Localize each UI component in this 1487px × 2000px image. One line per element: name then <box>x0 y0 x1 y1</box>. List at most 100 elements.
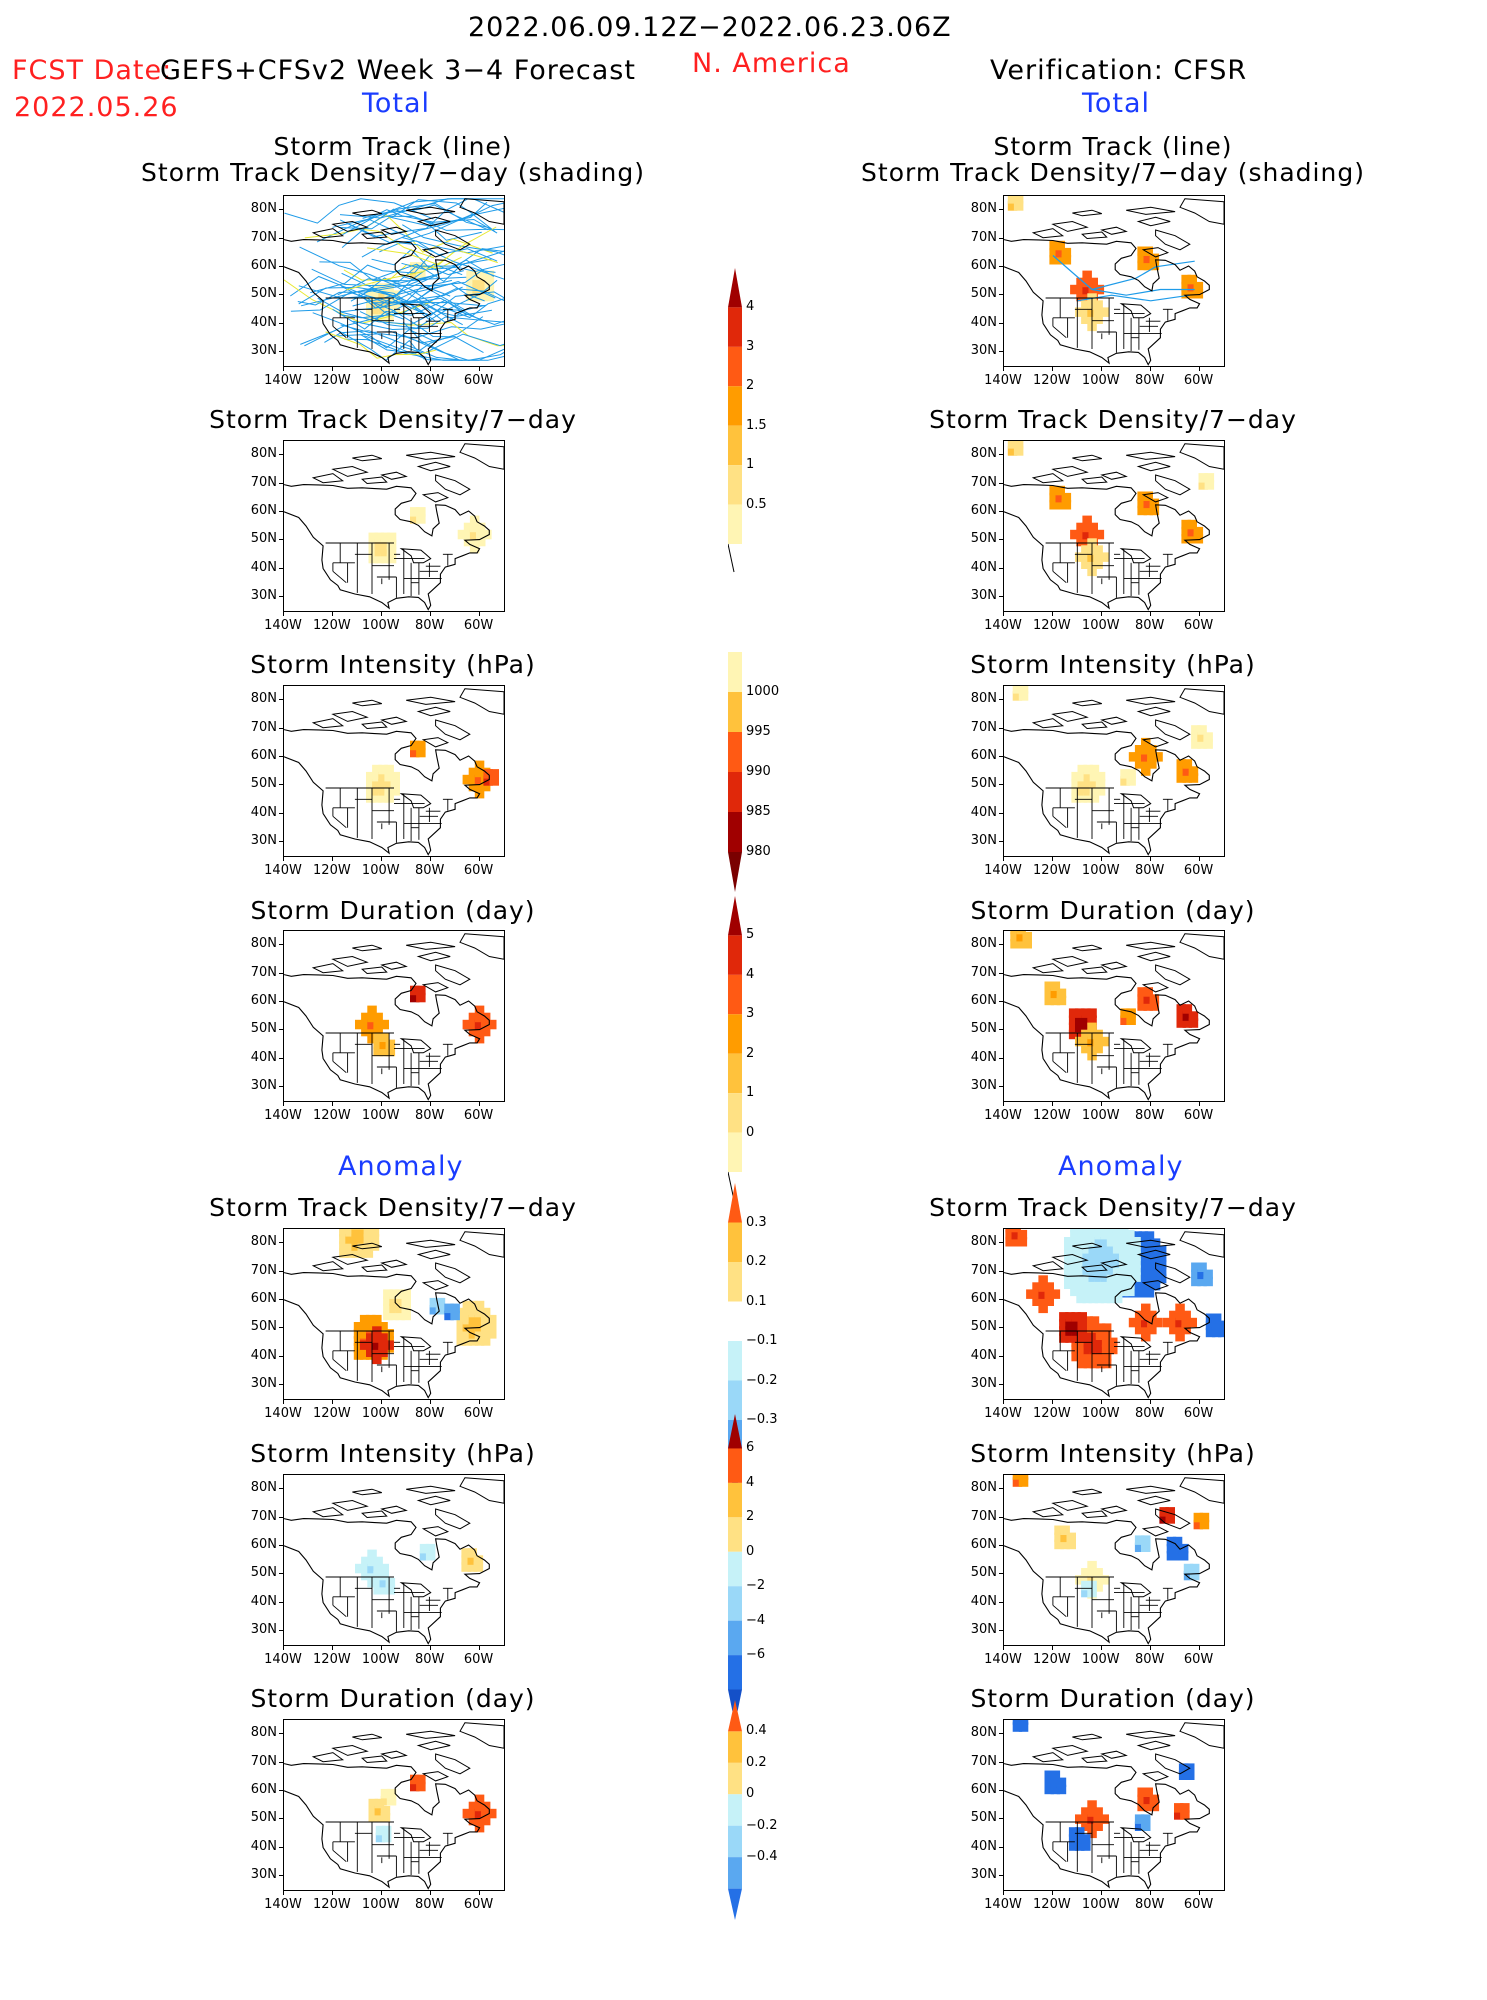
lat-tick <box>279 755 284 757</box>
state-border <box>1052 1060 1067 1074</box>
lon-tick <box>1100 611 1102 616</box>
shading-cell <box>1061 255 1072 265</box>
shading-cell <box>480 1808 491 1819</box>
island-outline <box>1126 1730 1176 1739</box>
lon-tick-label: 140W <box>984 1897 1022 1912</box>
shading-cell <box>1076 1237 1086 1247</box>
lat-tick <box>279 294 284 296</box>
shading-cell <box>467 1555 477 1565</box>
island-outline <box>380 471 408 480</box>
shading-cell <box>339 1234 349 1244</box>
shading-cell <box>1076 1293 1086 1304</box>
island-outline <box>459 1722 504 1749</box>
shading-cell <box>474 1005 485 1016</box>
shading-cell <box>1083 1358 1094 1369</box>
island-outline <box>331 1744 369 1756</box>
shading-cell <box>1081 300 1091 310</box>
shading-cell <box>1175 1324 1185 1335</box>
island-outline <box>1100 1259 1128 1268</box>
shading-cell <box>1134 1317 1145 1328</box>
lat-tick <box>999 727 1004 729</box>
shading-cell <box>1100 1229 1111 1233</box>
shading-cell <box>1050 1777 1061 1788</box>
shading-cell <box>1125 1286 1135 1297</box>
shading-cell <box>1150 1238 1161 1248</box>
shading-cell <box>1076 1265 1086 1275</box>
island-outline <box>1072 699 1102 707</box>
lon-tick-label: 80W <box>414 373 445 388</box>
shading-cell <box>1176 759 1186 769</box>
shading-cell <box>1144 1288 1155 1298</box>
shading-cell <box>1010 931 1020 935</box>
shading-cell <box>1153 1317 1163 1328</box>
shading-cell <box>351 1234 361 1244</box>
lon-tick <box>429 1890 431 1895</box>
lat-tick <box>279 1383 284 1385</box>
shading-cell <box>1094 1265 1105 1275</box>
lat-tick-label: 30N <box>970 1866 997 1882</box>
shading-cell <box>1181 526 1191 537</box>
shading-cell <box>1144 1280 1155 1291</box>
shading-cell <box>383 1303 393 1314</box>
island-outline <box>435 1508 471 1530</box>
shading-cell <box>379 1563 389 1574</box>
shading-cell <box>1007 446 1018 456</box>
shading-cell <box>368 1805 378 1816</box>
shading-cell <box>1119 1229 1129 1240</box>
lon-tick-label: 80W <box>414 618 445 633</box>
shading-cell <box>395 1310 405 1321</box>
shading-cell <box>1077 1358 1087 1369</box>
shading-cell <box>1144 1252 1155 1263</box>
lon-tick <box>380 856 382 861</box>
lat-tick <box>999 1789 1004 1791</box>
colorbar-label: 2 <box>746 378 755 394</box>
shading-cell <box>361 1012 371 1023</box>
shading-cell <box>1077 1319 1087 1329</box>
storm-track-line <box>341 272 486 311</box>
shading-cell <box>1095 1323 1106 1333</box>
shading-cell <box>1055 240 1065 251</box>
shading-cell <box>1083 1351 1094 1362</box>
shading-cell <box>1007 196 1018 204</box>
forecast-map-panel <box>283 440 505 612</box>
island-outline <box>1141 1526 1170 1537</box>
storm-track-line <box>304 299 463 347</box>
island-outline <box>352 1488 382 1496</box>
shading-cell <box>463 536 474 547</box>
shading-cell <box>1094 1229 1105 1233</box>
storm-track-line <box>1052 255 1195 296</box>
island-outline <box>406 451 456 460</box>
shading-cell <box>1187 534 1197 544</box>
shading-cell <box>1119 1286 1129 1297</box>
lat-tick-label: 60N <box>250 1536 277 1552</box>
lat-tick <box>999 539 1004 541</box>
shading-cell <box>1018 691 1029 701</box>
shading-cell <box>456 1329 466 1339</box>
shading-cell <box>1174 1803 1184 1813</box>
shading-cell <box>1018 686 1029 694</box>
storm-track-line <box>392 291 504 316</box>
shading-cell <box>1137 253 1147 264</box>
shading-cell <box>1193 526 1204 537</box>
storm-track-line <box>367 247 498 266</box>
shading-cell <box>1100 1229 1111 1240</box>
shading-cell <box>478 277 488 288</box>
island-outline <box>1136 1495 1171 1506</box>
colorbar-box <box>728 465 742 505</box>
island-outline <box>1072 454 1102 462</box>
shading-cell <box>1083 764 1094 775</box>
shading-cell <box>395 1289 405 1299</box>
shading-cell <box>1016 931 1026 942</box>
lon-tick <box>380 366 382 371</box>
shading-cell <box>1089 793 1100 803</box>
colorbar-box <box>728 692 742 732</box>
lat-tick <box>279 482 284 484</box>
lon-tick-label: 100W <box>361 1108 400 1123</box>
island-outline <box>421 247 450 258</box>
shading-cell <box>1165 1507 1175 1517</box>
shading-cell <box>429 1297 440 1308</box>
shading-cell <box>374 546 385 557</box>
lon-tick-label: 120W <box>1033 1652 1071 1667</box>
great-lakes-outline <box>399 793 432 809</box>
shading-cell <box>351 1229 361 1230</box>
